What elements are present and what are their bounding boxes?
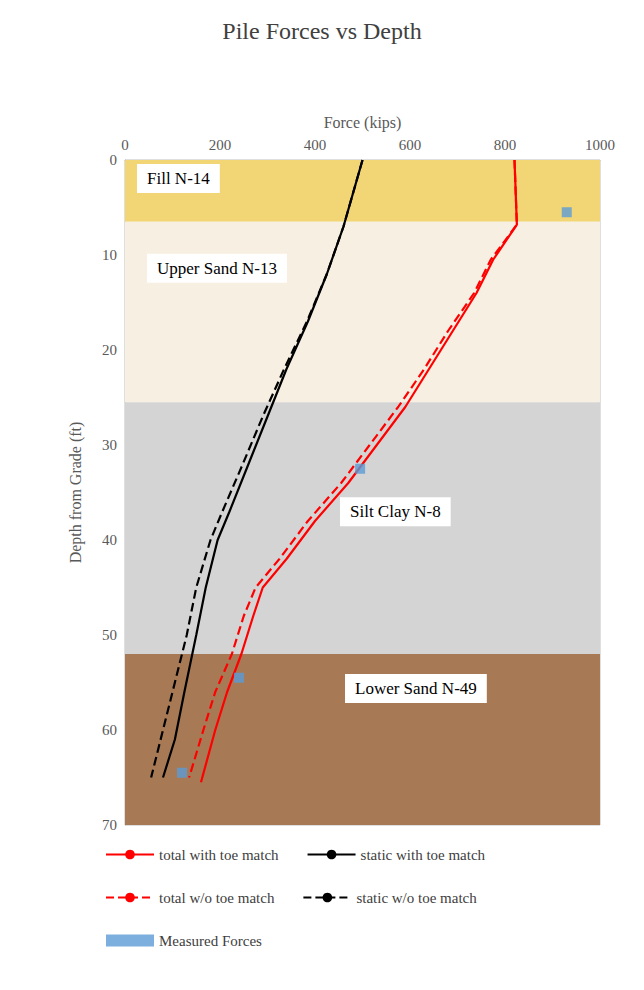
svg-text:Lower Sand N-49: Lower Sand N-49 xyxy=(355,679,477,698)
svg-text:Pile Forces vs Depth: Pile Forces vs Depth xyxy=(222,18,421,44)
svg-text:400: 400 xyxy=(304,137,327,153)
svg-text:Measured Forces: Measured Forces xyxy=(159,933,262,949)
svg-text:40: 40 xyxy=(102,532,117,548)
svg-text:10: 10 xyxy=(102,247,117,263)
svg-text:1000: 1000 xyxy=(585,137,615,153)
svg-text:Fill N-14: Fill N-14 xyxy=(147,169,210,188)
svg-text:20: 20 xyxy=(102,342,117,358)
svg-text:total w/o toe match: total w/o toe match xyxy=(159,890,275,906)
svg-text:Upper Sand N-13: Upper Sand N-13 xyxy=(157,259,277,278)
svg-text:static w/o toe match: static w/o toe match xyxy=(356,890,477,906)
svg-text:200: 200 xyxy=(209,137,232,153)
svg-text:Force (kips): Force (kips) xyxy=(324,114,402,132)
svg-text:0: 0 xyxy=(110,152,118,168)
svg-text:50: 50 xyxy=(102,627,117,643)
svg-text:60: 60 xyxy=(102,722,117,738)
svg-text:static with toe match: static with toe match xyxy=(361,847,486,863)
svg-text:0: 0 xyxy=(121,137,129,153)
svg-text:30: 30 xyxy=(102,437,117,453)
svg-text:70: 70 xyxy=(102,817,117,833)
svg-text:Silt Clay N-8: Silt Clay N-8 xyxy=(350,502,441,521)
svg-text:800: 800 xyxy=(494,137,517,153)
svg-text:Depth from Grade (ft): Depth from Grade (ft) xyxy=(67,422,85,564)
svg-text:600: 600 xyxy=(399,137,422,153)
svg-text:total with toe match: total with toe match xyxy=(159,847,279,863)
